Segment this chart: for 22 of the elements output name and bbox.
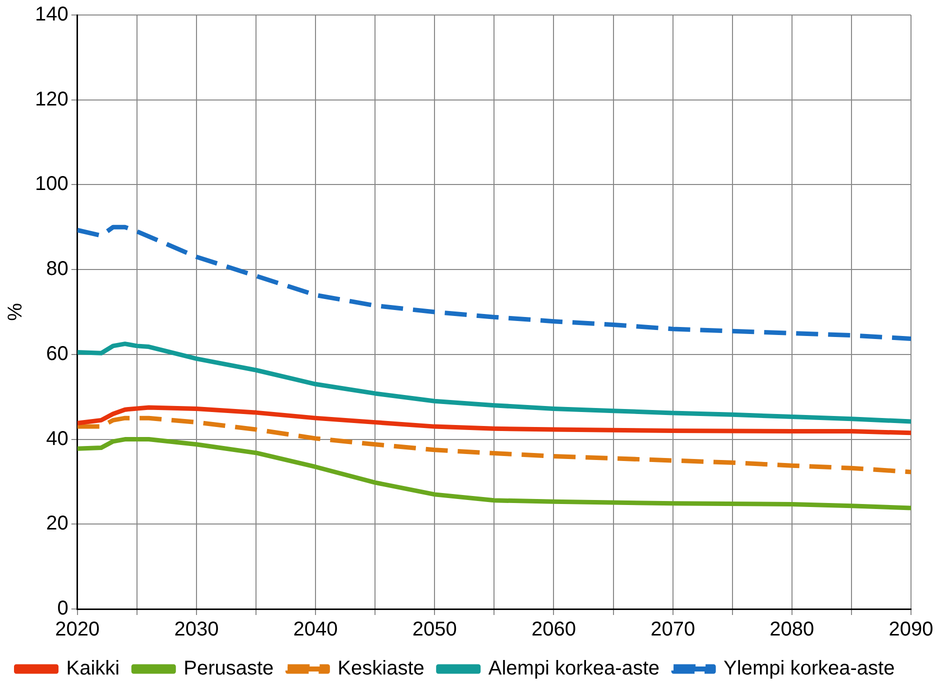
- x-tick-label: 2020: [55, 618, 100, 641]
- legend-label: Alempi korkea-aste: [488, 658, 660, 680]
- legend-label: Ylempi korkea-aste: [724, 658, 895, 680]
- y-tick-label: 0: [57, 598, 68, 620]
- y-tick-label: 20: [46, 512, 68, 535]
- y-tick-label: 120: [34, 88, 68, 110]
- y-tick-label: 100: [34, 173, 68, 196]
- legend-label: Perusaste: [184, 658, 274, 680]
- y-axis-title: %: [4, 302, 27, 321]
- x-tick-label: 2040: [293, 618, 338, 641]
- y-tick-label: 80: [46, 258, 68, 280]
- x-tick-label: 2090: [888, 618, 934, 641]
- x-tick-label: 2060: [531, 618, 576, 641]
- legend-label: Kaikki: [66, 658, 120, 680]
- y-tick-label: 140: [34, 4, 68, 26]
- x-tick-label: 2050: [412, 618, 457, 641]
- x-tick-label: 2030: [174, 618, 219, 641]
- legend-label: Keskiaste: [338, 658, 424, 680]
- x-tick-label: 2070: [650, 618, 696, 641]
- y-tick-label: 60: [46, 342, 68, 365]
- x-tick-label: 2080: [770, 618, 814, 641]
- y-tick-label: 40: [46, 428, 68, 450]
